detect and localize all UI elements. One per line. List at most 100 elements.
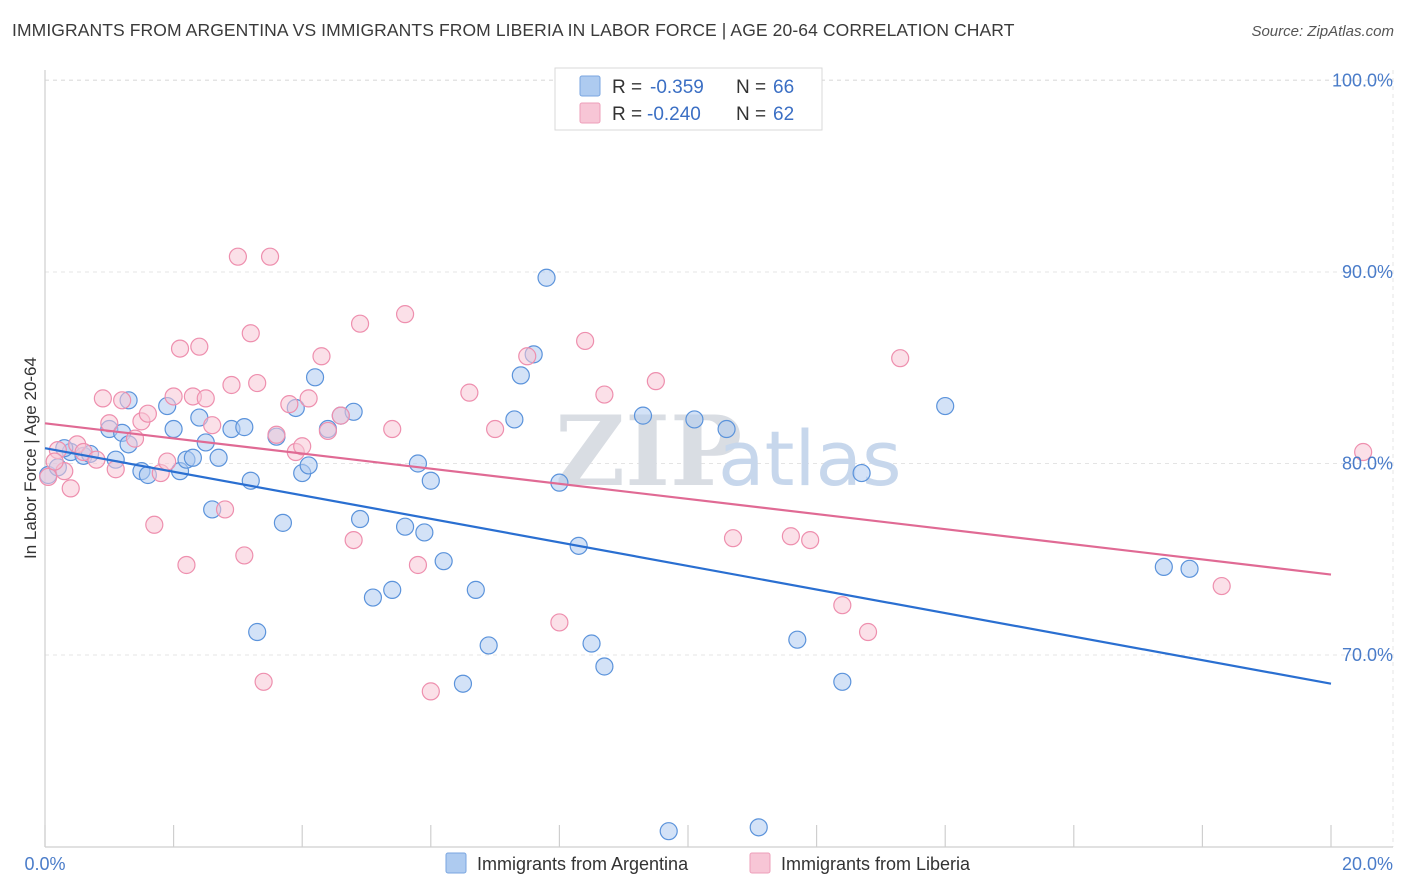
- liberia-point: [39, 467, 58, 487]
- legend-r-label-liberia: R =: [612, 104, 642, 125]
- liberia-point: [170, 339, 190, 358]
- liberia-point: [145, 515, 164, 534]
- liberia-point: [395, 305, 415, 324]
- liberia-point: [280, 395, 299, 414]
- argentina-point: [363, 588, 383, 607]
- y-tick-label: 70.0%: [1342, 645, 1393, 665]
- argentina-point: [299, 456, 318, 475]
- legend-n-label-argentina: N =: [736, 77, 766, 98]
- liberia-trend-line: [44, 422, 1332, 576]
- argentina-point: [685, 410, 704, 429]
- y-axis-label: In Labor Force | Age 20-64: [21, 357, 40, 559]
- argentina-point: [659, 822, 678, 841]
- legend-n-value-argentina: 66: [773, 77, 794, 98]
- liberia-point: [891, 349, 910, 368]
- argentina-point: [537, 268, 556, 287]
- argentina-point: [505, 410, 524, 429]
- liberia-point: [293, 437, 312, 456]
- argentina-point: [421, 471, 440, 490]
- argentina-point: [248, 622, 267, 642]
- correlation-legend: R = -0.359 N = 66 R = -0.240 N = 62: [554, 67, 823, 131]
- liberia-point: [113, 391, 132, 410]
- liberia-point: [241, 324, 260, 343]
- argentina-point: [183, 448, 202, 467]
- liberia-point: [858, 622, 878, 642]
- liberia-point: [254, 672, 273, 691]
- legend-swatch-liberia: [579, 102, 601, 124]
- liberia-point: [215, 500, 235, 519]
- liberia-point: [158, 452, 177, 471]
- x-tick-label: 0.0%: [24, 854, 65, 874]
- liberia-point: [203, 416, 222, 435]
- argentina-point: [164, 419, 183, 439]
- liberia-point: [408, 555, 428, 575]
- liberia-point: [781, 527, 800, 546]
- liberia-point: [518, 347, 537, 366]
- axes: [44, 70, 1393, 848]
- argentina-point: [350, 509, 370, 529]
- liberia-point: [550, 613, 569, 632]
- liberia-point: [164, 387, 183, 406]
- liberia-point: [1212, 576, 1231, 596]
- argentina-point: [479, 636, 498, 655]
- liberia-point: [421, 682, 440, 701]
- liberia-point: [646, 372, 665, 391]
- liberia-point: [576, 331, 595, 351]
- argentina-point: [395, 517, 415, 536]
- argentina-trend-line: [44, 447, 1332, 685]
- x-tick-labels: 0.0% 20.0%: [24, 854, 1393, 874]
- liberia-point: [383, 419, 402, 439]
- argentina-point: [1180, 559, 1199, 578]
- liberia-point: [1354, 442, 1373, 462]
- argentina-point: [717, 419, 736, 439]
- argentina-point: [633, 406, 653, 425]
- argentina-point: [235, 418, 254, 437]
- series-legend-swatch-liberia: [749, 852, 771, 874]
- argentina-point: [852, 463, 871, 483]
- liberia-point: [138, 404, 157, 423]
- argentina-point: [415, 523, 434, 542]
- liberia-point: [344, 530, 363, 550]
- series-legend-label-argentina: Immigrants from Argentina: [477, 854, 689, 874]
- liberia-point: [723, 529, 743, 548]
- series-legend: Immigrants from Argentina Immigrants fro…: [445, 852, 971, 874]
- chart-title: IMMIGRANTS FROM ARGENTINA VS IMMIGRANTS …: [12, 20, 1015, 40]
- legend-swatch-argentina: [579, 75, 601, 97]
- legend-n-label-liberia: N =: [736, 104, 766, 125]
- legend-r-value-liberia: -0.240: [647, 104, 701, 125]
- trend-lines: [44, 422, 1332, 685]
- liberia-point: [248, 373, 267, 393]
- argentina-point: [595, 657, 614, 676]
- argentina-point: [453, 674, 473, 693]
- liberia-point: [350, 314, 370, 333]
- liberia-point: [312, 347, 331, 366]
- liberia-point: [595, 385, 614, 404]
- argentina-point: [936, 396, 955, 416]
- series-legend-label-liberia: Immigrants from Liberia: [781, 854, 971, 874]
- liberia-point: [833, 596, 852, 615]
- argentina-point: [833, 672, 852, 691]
- legend-n-value-liberia: 62: [773, 104, 794, 125]
- argentina-point: [788, 630, 807, 649]
- legend-r-label-argentina: R =: [612, 77, 642, 98]
- argentina-point: [273, 513, 293, 532]
- argentina-point: [466, 580, 485, 599]
- liberia-point: [61, 479, 80, 498]
- liberia-point: [801, 530, 820, 550]
- y-tick-labels: 70.0% 80.0% 90.0% 100.0%: [1332, 71, 1393, 666]
- argentina-point: [582, 634, 601, 653]
- x-tick-label: 20.0%: [1342, 854, 1393, 874]
- y-tick-label: 90.0%: [1342, 262, 1393, 282]
- argentina-point: [511, 366, 530, 385]
- liberia-point: [486, 419, 505, 439]
- argentina-point: [305, 368, 325, 387]
- liberia-point: [235, 546, 254, 565]
- argentina-point: [434, 552, 453, 571]
- argentina-point: [408, 454, 428, 473]
- liberia-point: [45, 452, 64, 471]
- liberia-point: [93, 389, 112, 408]
- liberia-point: [299, 389, 318, 408]
- liberia-point: [267, 425, 286, 444]
- watermark: ZIP atlas: [555, 395, 902, 508]
- y-tick-label: 100.0%: [1332, 71, 1393, 91]
